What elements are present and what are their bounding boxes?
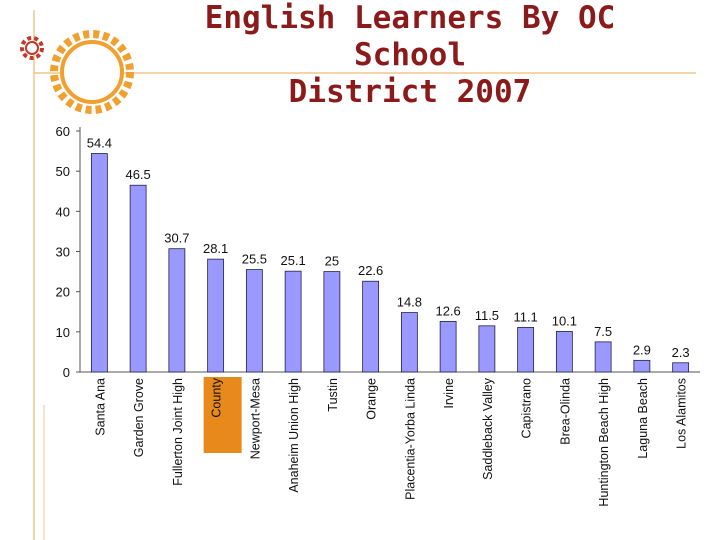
bar: [633, 359, 651, 373]
bar: [284, 270, 302, 373]
bar: [594, 341, 612, 373]
y-tick-label: 50: [56, 164, 70, 179]
bar: [439, 320, 457, 373]
x-tick-label: Brea-Olinda: [558, 378, 572, 445]
bar-value-label: 25: [325, 254, 339, 269]
slide-title-line1: English Learners By OC School: [204, 0, 616, 73]
slide-title-line2: District 2007: [288, 74, 532, 110]
bar-value-label: 7.5: [594, 324, 612, 339]
bar-value-label: 25.1: [280, 253, 305, 268]
x-tick-label: Anaheim Union High: [287, 378, 301, 493]
bar: [323, 271, 341, 373]
bar: [672, 362, 690, 373]
y-tick-label: 0: [63, 365, 70, 380]
x-tick-label: Garden Grove: [132, 378, 146, 457]
bar: [129, 184, 147, 373]
x-tick-label: Laguna Beach: [636, 378, 650, 459]
bar: [362, 280, 380, 373]
y-tick-label: 10: [56, 325, 70, 340]
bar: [90, 153, 108, 373]
bar-value-label: 46.5: [125, 167, 150, 182]
bar: [555, 331, 573, 373]
bar: [168, 248, 186, 373]
x-axis-labels: Santa Ana Garden Grove Fullerton Joint Hig…: [93, 377, 689, 507]
y-tick-label: 60: [56, 124, 70, 139]
x-tick-label: Fullerton Joint High: [171, 378, 185, 486]
bar-value-label: 30.7: [164, 231, 189, 246]
y-tick-label: 40: [56, 204, 70, 219]
bars: [90, 153, 690, 373]
y-tick-label: 20: [56, 285, 70, 300]
x-tick-label: Tustin: [326, 378, 340, 412]
bar: [478, 325, 496, 373]
bar-value-label: 54.4: [87, 135, 112, 150]
y-tick-label: 30: [56, 245, 70, 260]
bar-value-label: 22.6: [358, 263, 383, 278]
bar-value-label: 28.1: [203, 241, 228, 256]
bar: [400, 312, 418, 373]
x-tick-label: Newport-Mesa: [248, 378, 262, 459]
x-tick-label: Placentia-Yorba Linda: [403, 378, 417, 500]
bar: [517, 327, 535, 373]
bar: [207, 258, 225, 373]
highlight-box: [203, 377, 242, 453]
small-gear-icon: [20, 36, 44, 60]
bar-value-label: 25.5: [242, 252, 267, 267]
x-tick-label: Huntington Beach High: [597, 378, 611, 507]
value-labels: 54.4 46.5 30.7 28.1 25.5 25.1 25 22.6 14.8 12.6 11…: [87, 135, 690, 359]
bar-value-label: 2.9: [633, 342, 651, 357]
x-tick-label: Los Alamitos: [675, 378, 689, 449]
x-tick-label: Orange: [365, 378, 379, 420]
bar: [245, 269, 263, 373]
bar-value-label: 10.1: [552, 313, 577, 328]
bar-value-label: 11.1: [513, 309, 537, 324]
bar-value-label: 12.6: [435, 303, 460, 318]
large-gear-icon: [50, 30, 134, 114]
x-tick-label: Irvine: [442, 378, 456, 409]
slide-title: English Learners By OC School District 2…: [145, 0, 675, 111]
x-tick-label: Santa Ana: [93, 378, 107, 436]
bar-value-label: 11.5: [475, 308, 499, 323]
x-tick-label: Saddleback Valley: [481, 377, 495, 480]
x-tick-label: County: [210, 377, 224, 417]
bar-value-label: 14.8: [397, 295, 422, 310]
bar-value-label: 2.3: [672, 345, 690, 360]
x-tick-label: Capistrano: [520, 378, 534, 438]
